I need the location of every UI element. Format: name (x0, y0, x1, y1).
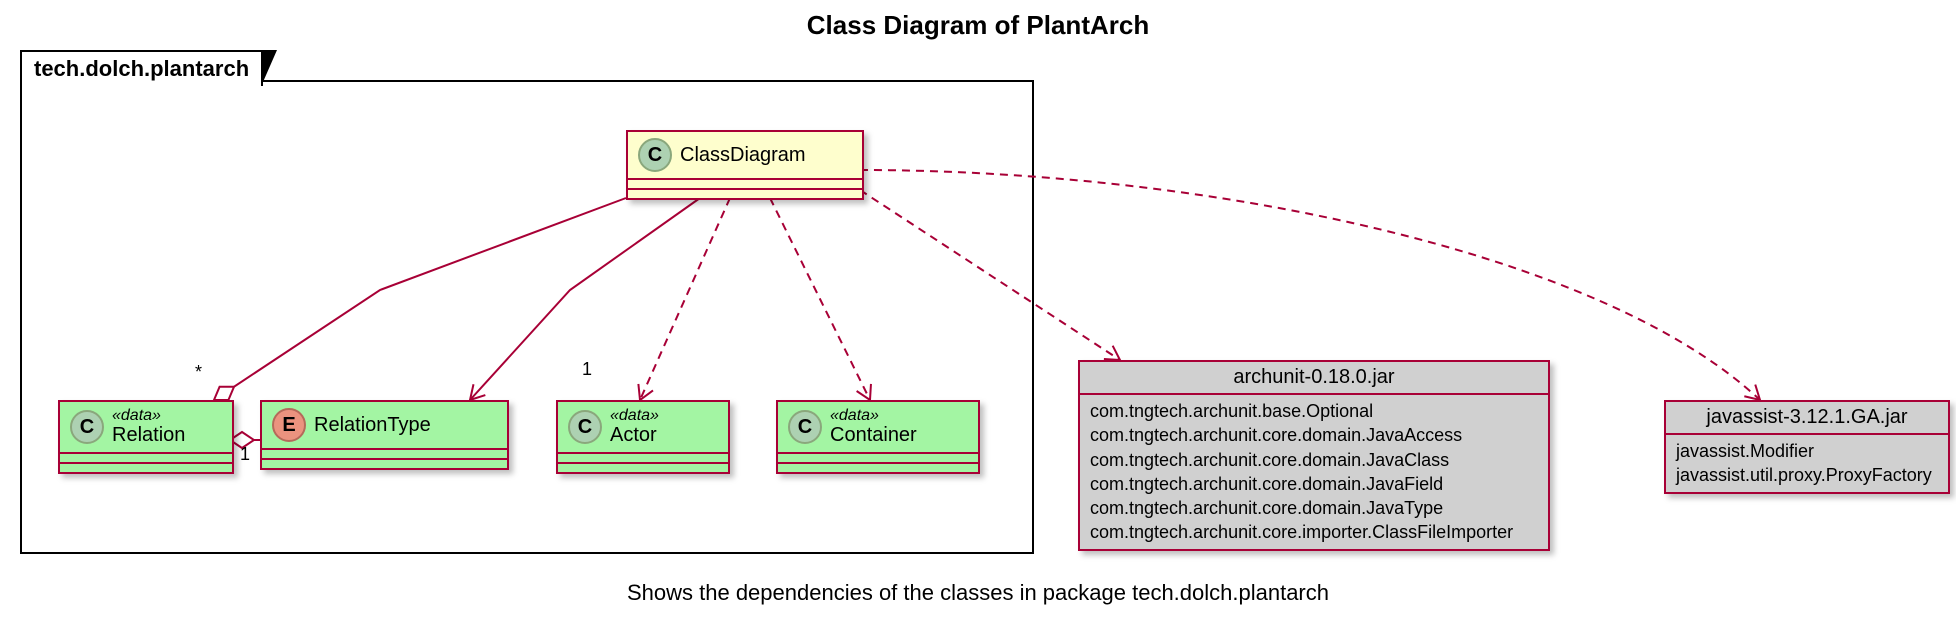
class-name: RelationType (314, 414, 431, 436)
stereotype: «data» (830, 408, 917, 424)
class-ClassDiagram: C ClassDiagram (626, 130, 864, 200)
package-frame: tech.dolch.plantarch (20, 80, 1034, 554)
jar-entry: javassist.util.proxy.ProxyFactory (1676, 463, 1938, 487)
class-name: Relation (112, 424, 185, 446)
class-Actor: C «data»Actor (556, 400, 730, 474)
class-Container: C «data»Container (776, 400, 980, 474)
enum-icon: E (272, 408, 306, 442)
jar-entry: com.tngtech.archunit.core.domain.JavaFie… (1090, 472, 1538, 496)
jar-entry: com.tngtech.archunit.core.domain.JavaAcc… (1090, 423, 1538, 447)
stereotype: «data» (610, 408, 659, 424)
class-icon: C (568, 410, 602, 444)
package-label: tech.dolch.plantarch (20, 50, 263, 86)
jar-entry: com.tngtech.archunit.core.importer.Class… (1090, 520, 1538, 544)
class-icon: C (638, 138, 672, 172)
diagram-caption: Shows the dependencies of the classes in… (0, 580, 1956, 606)
class-Relation: C «data»Relation (58, 400, 234, 474)
jar-javassist: javassist-3.12.1.GA.jarjavassist.Modifie… (1664, 400, 1950, 494)
diagram-title: Class Diagram of PlantArch (0, 10, 1956, 41)
jar-entry: com.tngtech.archunit.core.domain.JavaTyp… (1090, 496, 1538, 520)
jar-title: archunit-0.18.0.jar (1080, 362, 1548, 395)
jar-archunit: archunit-0.18.0.jarcom.tngtech.archunit.… (1078, 360, 1550, 551)
stereotype: «data» (112, 408, 185, 424)
class-name: Container (830, 424, 917, 446)
class-name: Actor (610, 424, 659, 446)
class-name: ClassDiagram (680, 144, 806, 166)
class-icon: C (70, 410, 104, 444)
jar-entry: com.tngtech.archunit.base.Optional (1090, 399, 1538, 423)
class-icon: C (788, 410, 822, 444)
jar-entry: javassist.Modifier (1676, 439, 1938, 463)
jar-body: javassist.Modifierjavassist.util.proxy.P… (1666, 435, 1948, 492)
jar-entry: com.tngtech.archunit.core.domain.JavaCla… (1090, 448, 1538, 472)
class-RelationType: E RelationType (260, 400, 509, 470)
jar-title: javassist-3.12.1.GA.jar (1666, 402, 1948, 435)
jar-body: com.tngtech.archunit.base.Optionalcom.tn… (1080, 395, 1548, 549)
